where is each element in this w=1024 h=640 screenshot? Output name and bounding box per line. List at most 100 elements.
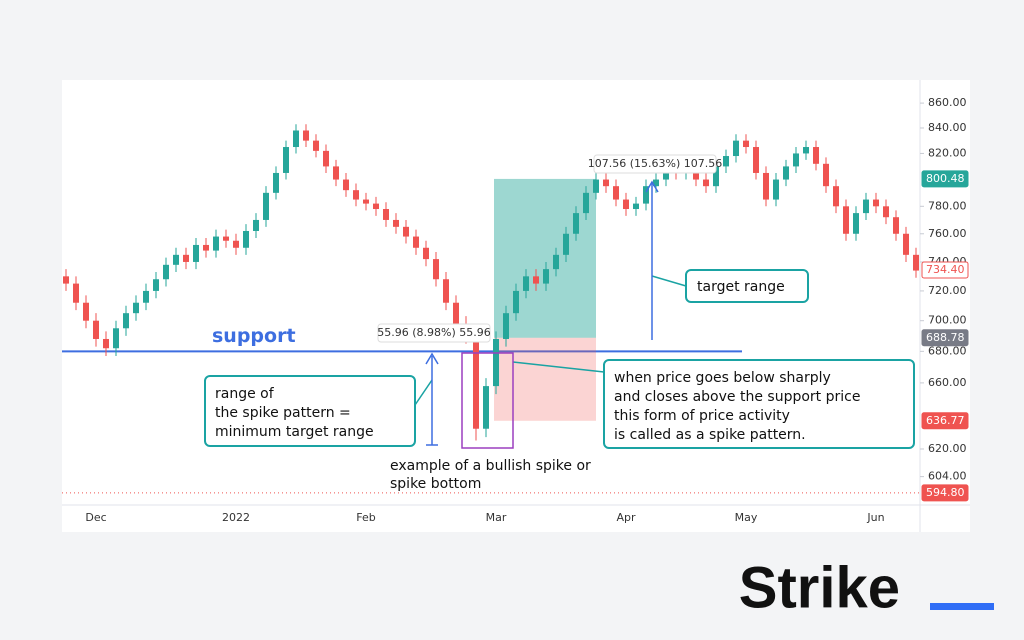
callout-box [685, 269, 809, 303]
callout-text: this form of price activity [614, 408, 790, 424]
candle-body [403, 226, 409, 237]
price-tag-label: 594.80 [926, 486, 965, 499]
candle-body [473, 335, 479, 429]
candle-body [343, 179, 349, 191]
x-tick-label: Mar [486, 511, 507, 524]
price-tag-label: 800.48 [926, 172, 965, 185]
candle-body [153, 279, 159, 291]
y-tick-label: 720.00 [928, 284, 967, 297]
candle-body [433, 259, 439, 280]
price-tag [921, 412, 969, 430]
candle-body [553, 254, 559, 270]
candle-body [63, 276, 69, 284]
candle-body [283, 147, 289, 173]
candle-body [123, 313, 129, 329]
measure-box [593, 154, 717, 174]
price-tag-label: 636.77 [926, 414, 965, 427]
logo-underline [930, 603, 994, 610]
candle-body [723, 156, 729, 167]
x-tick-label: Feb [356, 511, 375, 524]
x-tick-label: Jun [866, 511, 884, 524]
y-tick-label: 680.00 [928, 344, 967, 357]
candle-body [573, 213, 579, 234]
price-tag-label: 688.78 [926, 331, 965, 344]
callout-text: when price goes below sharply [614, 370, 831, 386]
candle-body [213, 236, 219, 251]
candle-body [273, 172, 279, 193]
candle-body [413, 236, 419, 248]
candle-body [593, 179, 599, 193]
callout-text: the spike pattern = [215, 405, 351, 421]
y-tick-label: 760.00 [928, 227, 967, 240]
candle-body [913, 254, 919, 271]
candle-body [393, 219, 399, 227]
candle-body [813, 147, 819, 164]
candle-body [363, 199, 369, 204]
measure-label: 107.56 (15.63%) 107.56 [588, 157, 723, 170]
x-tick-label: 2022 [222, 511, 250, 524]
spike-frame [461, 352, 514, 449]
candle-body [73, 283, 79, 303]
target-zone [494, 178, 596, 338]
x-tick-label: Apr [616, 511, 636, 524]
candle-body [653, 179, 659, 187]
price-tag [921, 261, 969, 279]
caption: example of a bullish spike or [390, 458, 591, 474]
candle-body [233, 240, 239, 248]
price-tag-label: 734.40 [926, 263, 965, 276]
candle-body [843, 206, 849, 234]
candle-body [383, 209, 389, 220]
x-tick-label: Dec [85, 511, 106, 524]
connector [512, 361, 605, 373]
y-tick-label: 620.00 [928, 442, 967, 455]
candle-body [253, 219, 259, 231]
candle-body [103, 338, 109, 349]
candle-body [733, 140, 739, 157]
candle-body [643, 186, 649, 204]
callout-text: target range [697, 279, 785, 295]
candle-body [323, 150, 329, 167]
candle-body [193, 244, 199, 262]
candle-body [883, 206, 889, 218]
candle-body [503, 313, 509, 339]
callout-text: is called as a spike pattern. [614, 427, 806, 443]
candle-body [173, 254, 179, 265]
candle-body [443, 279, 449, 303]
y-tick-label: 860.00 [928, 96, 967, 109]
arrow-head [645, 180, 659, 193]
candle-body [163, 264, 169, 280]
connector [414, 379, 433, 406]
candle-body [453, 302, 459, 324]
candle-body [893, 217, 899, 234]
candle-body [633, 203, 639, 210]
support-label: support [212, 325, 296, 347]
candle-body [763, 172, 769, 200]
candle-body [583, 192, 589, 214]
candle-body [753, 147, 759, 173]
candle-body [483, 386, 489, 429]
candle-body [293, 130, 299, 148]
callout-text: and closes above the support price [614, 389, 860, 405]
candle-body [773, 179, 779, 200]
price-tag [921, 170, 969, 188]
measure-box [377, 323, 491, 343]
brand-logo: Strike [739, 555, 900, 620]
candle-body [543, 269, 549, 284]
candle-body [353, 190, 359, 200]
candle-body [613, 186, 619, 200]
candle-body [373, 203, 379, 210]
candle-body [823, 163, 829, 187]
candle-body [903, 233, 909, 255]
candle-body [533, 276, 539, 284]
callout-text: minimum target range [215, 424, 374, 440]
candle-body [743, 140, 749, 148]
y-tick-label: 660.00 [928, 376, 967, 389]
y-tick-label: 604.00 [928, 470, 967, 483]
caption: spike bottom [390, 476, 481, 492]
candle-body [793, 153, 799, 167]
candle-body [803, 147, 809, 154]
annotations: range of the spike pattern = minimum tar… [204, 154, 915, 492]
candle-body [203, 244, 209, 251]
